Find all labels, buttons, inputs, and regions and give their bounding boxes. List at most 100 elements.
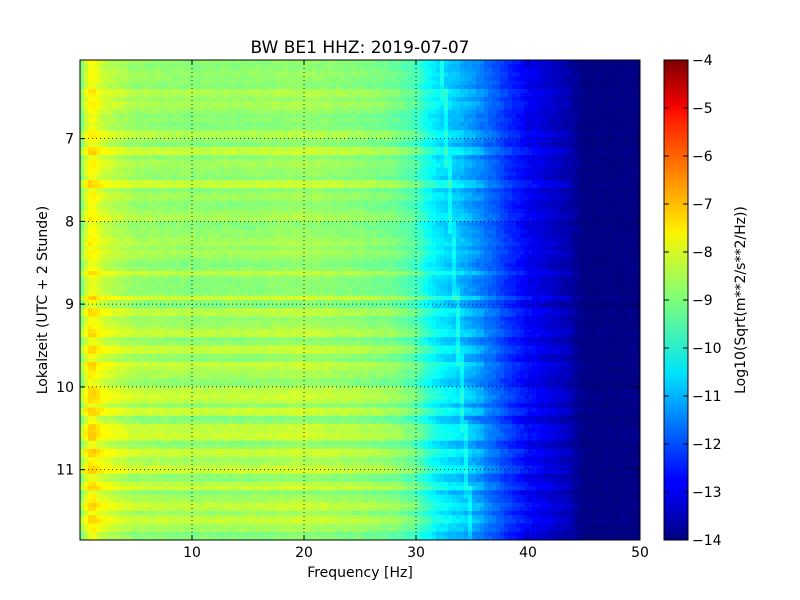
heatmap-cell (356, 205, 361, 210)
heatmap-cell (424, 93, 429, 98)
heatmap-cell (140, 106, 145, 111)
heatmap-cell (196, 201, 201, 206)
heatmap-cell (568, 184, 573, 189)
heatmap-cell (532, 172, 537, 177)
heatmap-cell (396, 97, 401, 102)
heatmap-cell (180, 168, 185, 173)
heatmap-cell (168, 126, 173, 131)
heatmap-cell (608, 68, 613, 73)
heatmap-cell (148, 159, 153, 164)
heatmap-cell (268, 81, 273, 86)
heatmap-cell (368, 192, 373, 197)
heatmap-cell (208, 110, 213, 115)
heatmap-cell (164, 77, 169, 82)
heatmap-cell (628, 106, 633, 111)
heatmap-cell (400, 122, 405, 127)
heatmap-cell (560, 139, 565, 144)
heatmap-cell (144, 180, 149, 185)
heatmap-cell (204, 89, 209, 94)
heatmap-cell (432, 110, 437, 115)
heatmap-cell (104, 172, 109, 177)
heatmap-cell (256, 163, 261, 168)
heatmap-cell (528, 81, 533, 86)
heatmap-cell (240, 168, 245, 173)
heatmap-cell (188, 151, 193, 156)
heatmap-cell (104, 180, 109, 185)
heatmap-cell (340, 172, 345, 177)
heatmap-cell (584, 130, 589, 135)
heatmap-cell (348, 184, 353, 189)
heatmap-cell (480, 180, 485, 185)
heatmap-cell (460, 114, 465, 119)
heatmap-cell (180, 205, 185, 210)
heatmap-cell (116, 155, 121, 160)
heatmap-cell (408, 184, 413, 189)
heatmap-cell (308, 81, 313, 86)
heatmap-cell (436, 188, 441, 193)
heatmap-cell (428, 163, 433, 168)
heatmap-cell (420, 130, 425, 135)
heatmap-cell (280, 114, 285, 119)
heatmap-cell (340, 93, 345, 98)
heatmap-cell (464, 188, 469, 193)
heatmap-cell (248, 192, 253, 197)
heatmap-cell (304, 126, 309, 131)
heatmap-cell (284, 139, 289, 144)
heatmap-cell (300, 151, 305, 156)
heatmap-cell (268, 176, 273, 181)
heatmap-cell (180, 147, 185, 152)
heatmap-cell (184, 192, 189, 197)
heatmap-cell (248, 64, 253, 69)
heatmap-cell (620, 130, 625, 135)
heatmap-cell (252, 168, 257, 173)
heatmap-cell (556, 172, 561, 177)
heatmap-cell (148, 176, 153, 181)
heatmap-cell (116, 126, 121, 131)
heatmap-cell (84, 201, 89, 206)
heatmap-cell (484, 184, 489, 189)
heatmap-cell (252, 97, 257, 102)
heatmap-cell (280, 184, 285, 189)
heatmap-cell (332, 122, 337, 127)
heatmap-cell (436, 60, 441, 65)
heatmap-cell (556, 77, 561, 82)
heatmap-cell (348, 101, 353, 106)
heatmap-cell (84, 97, 89, 102)
heatmap-cell (100, 139, 105, 144)
heatmap-cell (252, 77, 257, 82)
heatmap-cell (124, 151, 129, 156)
heatmap-cell (128, 89, 133, 94)
heatmap-cell (220, 172, 225, 177)
heatmap-cell (612, 126, 617, 131)
heatmap-cell (320, 163, 325, 168)
heatmap-cell (180, 93, 185, 98)
heatmap-cell (236, 168, 241, 173)
heatmap-cell (564, 184, 569, 189)
heatmap-cell (428, 64, 433, 69)
heatmap-cell (420, 163, 425, 168)
heatmap-cell (128, 184, 133, 189)
heatmap-cell (516, 143, 521, 148)
heatmap-cell (268, 163, 273, 168)
heatmap-cell (476, 192, 481, 197)
heatmap-cell (312, 126, 317, 131)
heatmap-cell (512, 68, 517, 73)
heatmap-cell (580, 122, 585, 127)
heatmap-cell (88, 139, 93, 144)
heatmap-cell (376, 147, 381, 152)
heatmap-cell (596, 89, 601, 94)
heatmap-cell (460, 188, 465, 193)
heatmap-cell (500, 159, 505, 164)
heatmap-cell (416, 163, 421, 168)
heatmap-cell (296, 114, 301, 119)
heatmap-cell (596, 151, 601, 156)
heatmap-cell (252, 64, 257, 69)
heatmap-cell (264, 163, 269, 168)
heatmap-cell (560, 68, 565, 73)
heatmap-cell (492, 168, 497, 173)
heatmap-cell (584, 122, 589, 127)
heatmap-cell (432, 68, 437, 73)
heatmap-cell (232, 172, 237, 177)
heatmap-cell (132, 77, 137, 82)
heatmap-cell (284, 85, 289, 90)
